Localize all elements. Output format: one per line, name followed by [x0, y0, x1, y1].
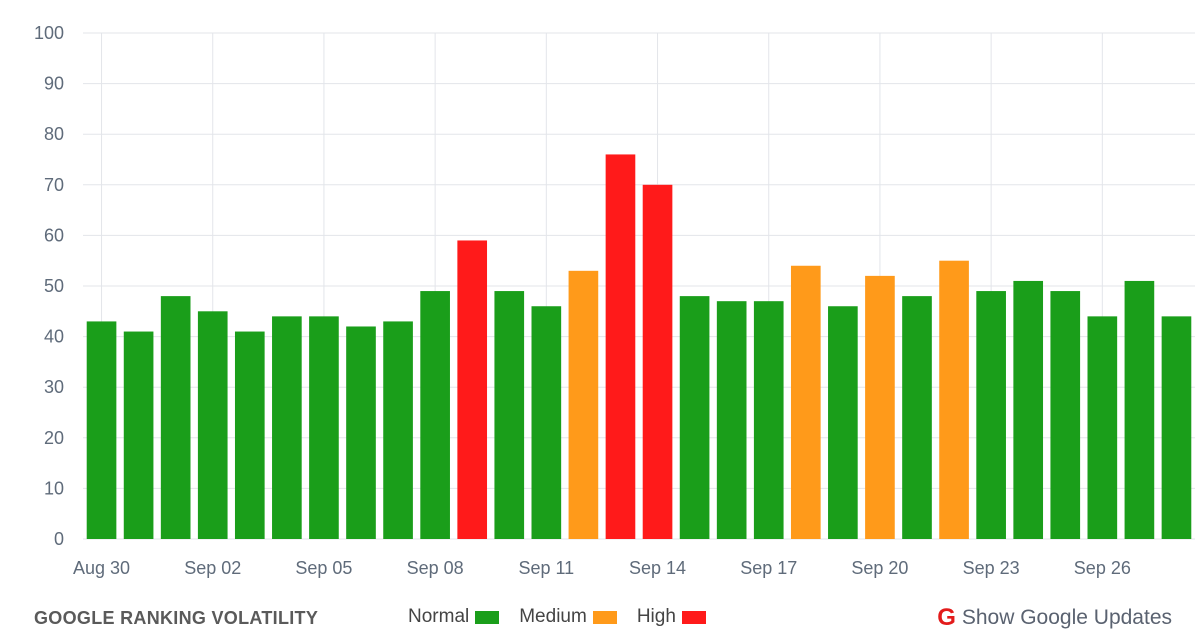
y-axis: 0 10 20 30 40 50 60 70 80 90 100 — [34, 23, 64, 549]
x-tick-label: Sep 05 — [295, 558, 352, 578]
x-tick-label: Sep 23 — [963, 558, 1020, 578]
bar-sep-04[interactable]: Sep 04: 44 — [272, 316, 302, 539]
bar-sep-09[interactable]: Sep 09: 59 — [457, 240, 488, 539]
bar-sep-28[interactable]: Sep 28: 44 — [1161, 316, 1192, 539]
show-google-updates-button[interactable]: G Show Google Updates — [937, 604, 1172, 632]
legend-item-medium[interactable]: Medium — [519, 606, 617, 628]
y-tick-label: 70 — [44, 175, 64, 195]
x-tick-label: Sep 08 — [407, 558, 464, 578]
chart-title: GOOGLE RANKING VOLATILITY — [34, 608, 319, 628]
y-tick-label: 60 — [44, 225, 64, 245]
x-tick-label: Sep 11 — [518, 558, 574, 578]
bar-sep-10[interactable]: Sep 10: 49 — [494, 291, 525, 539]
legend-item-normal[interactable]: Normal — [408, 606, 500, 628]
bar-sep-24[interactable]: Sep 24: 51 — [1013, 280, 1044, 539]
bar-sep-21[interactable]: Sep 21: 48 — [902, 296, 932, 539]
google-g-icon: G — [937, 604, 956, 631]
bar-sep-27[interactable]: Sep 27: 51 — [1124, 280, 1155, 539]
bar-sep-17[interactable]: Sep 17: 47 — [753, 301, 784, 539]
legend-label-medium: Medium — [519, 606, 587, 627]
bar-sep-18[interactable]: Sep 18: 54 — [790, 265, 821, 539]
y-tick-label: 80 — [44, 124, 64, 144]
bar-aug-30[interactable]: Aug 30: 43 — [86, 321, 117, 539]
legend: Normal Medium High — [408, 606, 726, 628]
legend-label-high: High — [636, 606, 676, 627]
bar-sep-02[interactable]: Sep 02: 45 — [197, 311, 228, 539]
legend-swatch-high — [681, 610, 706, 624]
x-tick-label: Sep 17 — [740, 558, 797, 578]
x-tick-label: Sep 20 — [851, 558, 908, 578]
bars: Aug 30: 43Aug 31: 41Sep 01: 48Sep 02: 45… — [86, 154, 1192, 540]
bar-sep-07[interactable]: Sep 07: 43 — [383, 321, 413, 539]
bar-sep-05[interactable]: Sep 05: 44 — [309, 316, 339, 539]
bar-sep-22[interactable]: Sep 22: 55 — [939, 260, 969, 539]
y-tick-label: 30 — [44, 377, 64, 397]
bar-sep-06[interactable]: Sep 06: 42 — [346, 326, 376, 539]
x-tick-label: Sep 02 — [184, 558, 241, 578]
bar-sep-03[interactable]: Sep 03: 41 — [234, 331, 265, 539]
chart-footer: GOOGLE RANKING VOLATILITY Normal Medium … — [0, 596, 1200, 644]
y-tick-label: 40 — [44, 327, 64, 347]
y-tick-label: 100 — [34, 23, 64, 43]
legend-swatch-medium — [592, 610, 617, 624]
bar-sep-23[interactable]: Sep 23: 49 — [976, 291, 1006, 539]
bar-sep-11[interactable]: Sep 11: 46 — [531, 306, 562, 539]
bar-sep-12[interactable]: Sep 12: 53 — [568, 270, 599, 539]
legend-item-high[interactable]: High — [637, 606, 706, 628]
bar-sep-16[interactable]: Sep 16: 47 — [716, 301, 747, 539]
bar-sep-13[interactable]: Sep 13: 76 — [605, 154, 636, 539]
y-tick-label: 10 — [44, 478, 64, 498]
y-tick-label: 90 — [44, 74, 64, 94]
legend-swatch-normal — [475, 610, 500, 624]
bar-sep-20[interactable]: Sep 20: 52 — [865, 275, 895, 539]
bar-aug-31[interactable]: Aug 31: 41 — [123, 331, 154, 539]
show-google-updates-label: Show Google Updates — [961, 606, 1172, 629]
legend-label-normal: Normal — [408, 606, 470, 627]
bar-sep-25[interactable]: Sep 25: 49 — [1050, 291, 1081, 539]
bar-sep-15[interactable]: Sep 15: 48 — [679, 296, 710, 539]
bar-sep-26[interactable]: Sep 26: 44 — [1087, 316, 1118, 539]
bar-sep-01[interactable]: Sep 01: 48 — [160, 296, 191, 539]
x-tick-label: Aug 30 — [73, 558, 130, 578]
x-axis: Aug 30 Sep 02 Sep 05 Sep 08 Sep 11 Sep 14 Sep … — [73, 558, 1131, 578]
y-tick-label: 50 — [44, 276, 64, 296]
x-tick-label: Sep 14 — [629, 558, 686, 578]
volatility-chart: 0 10 20 30 40 50 60 70 80 90 100 Aug 30 Sep 02 Sep 0… — [34, 23, 1195, 578]
bar-sep-14[interactable]: Sep 14: 70 — [642, 184, 673, 540]
y-tick-label: 0 — [54, 529, 64, 549]
y-tick-label: 20 — [44, 428, 64, 448]
bar-sep-19[interactable]: Sep 19: 46 — [828, 306, 858, 539]
bar-sep-08[interactable]: Sep 08: 49 — [420, 291, 450, 539]
x-tick-label: Sep 26 — [1074, 558, 1131, 578]
